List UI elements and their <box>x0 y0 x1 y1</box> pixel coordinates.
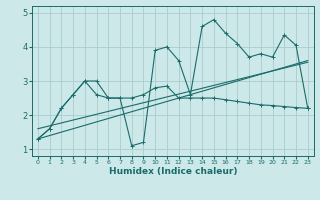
X-axis label: Humidex (Indice chaleur): Humidex (Indice chaleur) <box>108 167 237 176</box>
